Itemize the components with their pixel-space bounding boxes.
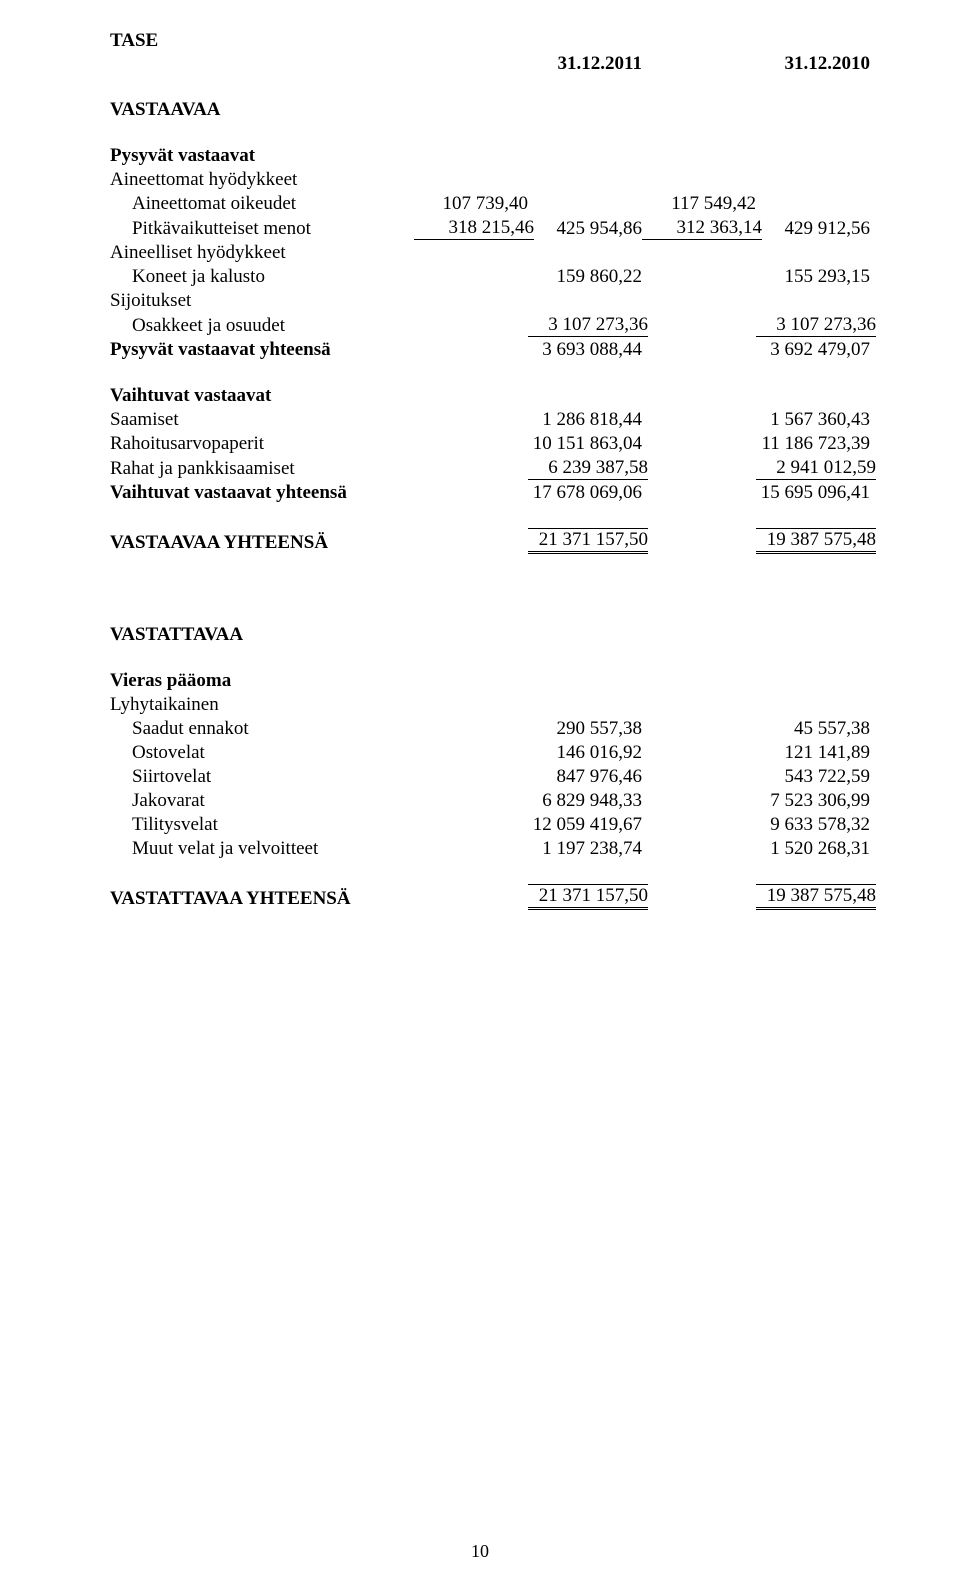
lyhytaikainen-label: Lyhytaikainen [110,693,870,717]
value: 3 693 088,44 [528,338,642,362]
value: 1 286 818,44 [528,408,642,432]
value: 17 678 069,06 [528,481,642,505]
value: 3 692 479,07 [756,338,870,362]
value: 1 567 360,43 [756,408,870,432]
table-row: Pitkävaikutteiset menot 318 215,46 425 9… [110,216,870,241]
value: 10 151 863,04 [528,432,642,456]
vastaavaa-heading: VASTAAVAA [110,98,870,122]
table-row: Ostovelat 146 016,92 121 141,89 [110,741,870,765]
value: 6 829 948,33 [528,789,642,813]
table-row: Saamiset 1 286 818,44 1 567 360,43 [110,408,870,432]
table-row: Siirtovelat 847 976,46 543 722,59 [110,765,870,789]
aineettomat-oikeudet-label: Aineettomat oikeudet [110,192,414,216]
table-row: Koneet ja kalusto 159 860,22 155 293,15 [110,265,870,289]
value: 9 633 578,32 [756,813,870,837]
value: 121 141,89 [756,741,870,765]
col-date-1: 31.12.2011 [528,52,642,76]
value: 425 954,86 [528,216,642,241]
value: 45 557,38 [756,717,870,741]
date-header-row: 31.12.2011 31.12.2010 [110,52,870,76]
value: 21 371 157,50 [528,528,648,554]
table-row: Aineettomat oikeudet 107 739,40 117 549,… [110,192,870,216]
table-row: Rahoitusarvopaperit 10 151 863,04 11 186… [110,432,870,456]
value: 543 722,59 [756,765,870,789]
value: 1 197 238,74 [528,837,642,861]
value: 3 107 273,36 [528,314,648,337]
pitkavaikutteiset-menot-label: Pitkävaikutteiset menot [110,216,414,241]
value: 6 239 387,58 [528,457,648,480]
pysyvat-heading: Pysyvät vastaavat [110,144,870,168]
table-row: Osakkeet ja osuudet 3 107 273,36 3 107 2… [110,313,870,338]
table-row: Jakovarat 6 829 948,33 7 523 306,99 [110,789,870,813]
col-date-2: 31.12.2010 [756,52,870,76]
ostovelat-label: Ostovelat [110,741,414,765]
rahoitusarvopaperit-label: Rahoitusarvopaperit [110,432,414,456]
aineelliset-hyodykkeet-label: Aineelliset hyödykkeet [110,241,870,265]
value: 290 557,38 [528,717,642,741]
table-row: Rahat ja pankkisaamiset 6 239 387,58 2 9… [110,456,870,481]
table-row: Vaihtuvat vastaavat yhteensä 17 678 069,… [110,481,870,505]
sijoitukset-label: Sijoitukset [110,289,870,313]
value: 107 739,40 [414,192,528,216]
table-row: VASTAAVAA YHTEENSÄ 21 371 157,50 19 387 … [110,527,870,555]
value: 12 059 419,67 [528,813,642,837]
vastattavaa-heading: VASTATTAVAA [110,623,870,647]
vieras-paaoma-heading: Vieras pääoma [110,669,870,693]
value: 19 387 575,48 [756,528,876,554]
value: 3 107 273,36 [756,314,876,337]
table-row: Tilitysvelat 12 059 419,67 9 633 578,32 [110,813,870,837]
vastaavaa-grand-total-label: VASTAAVAA YHTEENSÄ [110,527,414,555]
muut-velat-label: Muut velat ja velvoitteet [110,837,414,861]
vaihtuvat-total-label: Vaihtuvat vastaavat yhteensä [110,481,414,505]
value: 7 523 306,99 [756,789,870,813]
value: 312 363,14 [642,217,762,240]
value: 318 215,46 [414,217,534,240]
value: 155 293,15 [756,265,870,289]
value: 159 860,22 [528,265,642,289]
value: 2 941 012,59 [756,457,876,480]
value: 847 976,46 [528,765,642,789]
table-row: Muut velat ja velvoitteet 1 197 238,74 1… [110,837,870,861]
jakovarat-label: Jakovarat [110,789,414,813]
osakkeet-ja-osuudet-label: Osakkeet ja osuudet [110,313,414,338]
saadut-ennakot-label: Saadut ennakot [110,717,414,741]
page-number: 10 [0,1541,960,1562]
pysyvat-total-label: Pysyvät vastaavat yhteensä [110,338,414,362]
value: 429 912,56 [756,216,870,241]
vastattavaa-grand-total-label: VASTATTAVAA YHTEENSÄ [110,883,414,911]
koneet-ja-kalusto-label: Koneet ja kalusto [110,265,414,289]
rahat-ja-pankkisaamiset-label: Rahat ja pankkisaamiset [110,456,414,481]
aineettomat-hyodykkeet-label: Aineettomat hyödykkeet [110,168,870,192]
value: 19 387 575,48 [756,884,876,910]
saamiset-label: Saamiset [110,408,414,432]
value: 1 520 268,31 [756,837,870,861]
page-title: TASE [110,30,870,52]
value: 15 695 096,41 [756,481,870,505]
value: 146 016,92 [528,741,642,765]
table-row: Saadut ennakot 290 557,38 45 557,38 [110,717,870,741]
value: 11 186 723,39 [756,432,870,456]
table-row: Pysyvät vastaavat yhteensä 3 693 088,44 … [110,338,870,362]
vaihtuvat-heading: Vaihtuvat vastaavat [110,384,870,408]
tilitysvelat-label: Tilitysvelat [110,813,414,837]
siirtovelat-label: Siirtovelat [110,765,414,789]
balance-sheet-table: 31.12.2011 31.12.2010 VASTAAVAA Pysyvät … [110,52,870,911]
table-row: VASTATTAVAA YHTEENSÄ 21 371 157,50 19 38… [110,883,870,911]
value: 21 371 157,50 [528,884,648,910]
value: 117 549,42 [642,192,756,216]
